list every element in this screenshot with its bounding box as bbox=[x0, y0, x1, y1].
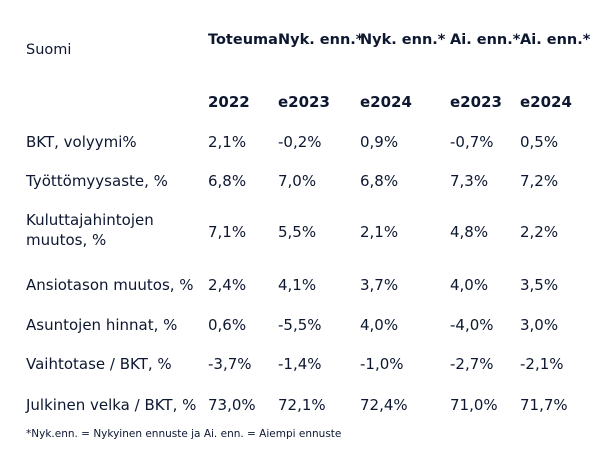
table-cell: -1,0% bbox=[360, 355, 404, 373]
table-cell: 4,0% bbox=[450, 276, 489, 294]
table-cell: 72,1% bbox=[278, 396, 326, 414]
table-cell: 7,0% bbox=[278, 172, 317, 190]
table-cell: -1,4% bbox=[278, 355, 322, 373]
table-cell: 6,8% bbox=[208, 172, 247, 190]
table-cell: 0,6% bbox=[208, 316, 247, 334]
table-cell: 2,1% bbox=[360, 223, 399, 241]
column-heading: Ai. enn.* bbox=[450, 32, 521, 48]
country-label: Suomi bbox=[26, 42, 72, 58]
table-cell: -2,1% bbox=[520, 355, 564, 373]
column-heading: Ai. enn.* bbox=[520, 32, 591, 48]
row-label: Asuntojen hinnat, % bbox=[26, 316, 178, 334]
column-year: e2023 bbox=[278, 93, 330, 111]
table-cell: 7,1% bbox=[208, 223, 247, 241]
column-year: e2024 bbox=[520, 93, 572, 111]
table-cell: -0,7% bbox=[450, 133, 494, 151]
table-cell: 3,7% bbox=[360, 276, 399, 294]
row-label: BKT, volyymi% bbox=[26, 133, 137, 151]
row-label: Julkinen velka / BKT, % bbox=[26, 396, 197, 414]
table-cell: -0,2% bbox=[278, 133, 322, 151]
table-cell: 4,0% bbox=[360, 316, 399, 334]
column-year: e2024 bbox=[360, 93, 412, 111]
table-cell: 71,0% bbox=[450, 396, 498, 414]
table-cell: -5,5% bbox=[278, 316, 322, 334]
table-cell: 2,1% bbox=[208, 133, 247, 151]
table-cell: 2,2% bbox=[520, 223, 559, 241]
table-cell: 7,2% bbox=[520, 172, 559, 190]
column-heading: Nyk. enn.* bbox=[360, 32, 446, 48]
table-cell: 73,0% bbox=[208, 396, 256, 414]
column-year: e2023 bbox=[450, 93, 502, 111]
table-cell: 0,5% bbox=[520, 133, 559, 151]
column-year: 2022 bbox=[208, 93, 250, 111]
table-cell: -4,0% bbox=[450, 316, 494, 334]
table-cell: -3,7% bbox=[208, 355, 252, 373]
table-cell: 71,7% bbox=[520, 396, 568, 414]
row-label: Vaihtotase / BKT, % bbox=[26, 355, 172, 373]
table-cell: 4,1% bbox=[278, 276, 317, 294]
table-cell: 7,3% bbox=[450, 172, 489, 190]
row-label: Ansiotason muutos, % bbox=[26, 276, 194, 294]
row-label: Työttömyysaste, % bbox=[26, 172, 168, 190]
table-cell: 0,9% bbox=[360, 133, 399, 151]
table-cell: 6,8% bbox=[360, 172, 399, 190]
table-cell: 72,4% bbox=[360, 396, 408, 414]
table-cell: 3,0% bbox=[520, 316, 559, 334]
footnote: *Nyk.enn. = Nykyinen ennuste ja Ai. enn.… bbox=[26, 428, 342, 440]
table-cell: 4,8% bbox=[450, 223, 489, 241]
column-heading: Nyk. enn.* bbox=[278, 32, 364, 48]
table-cell: -2,7% bbox=[450, 355, 494, 373]
column-heading: Toteuma bbox=[208, 32, 278, 48]
table-cell: 5,5% bbox=[278, 223, 317, 241]
table-cell: 3,5% bbox=[520, 276, 559, 294]
row-label: Kuluttajahintojen muutos, % bbox=[26, 211, 154, 249]
table-cell: 2,4% bbox=[208, 276, 247, 294]
